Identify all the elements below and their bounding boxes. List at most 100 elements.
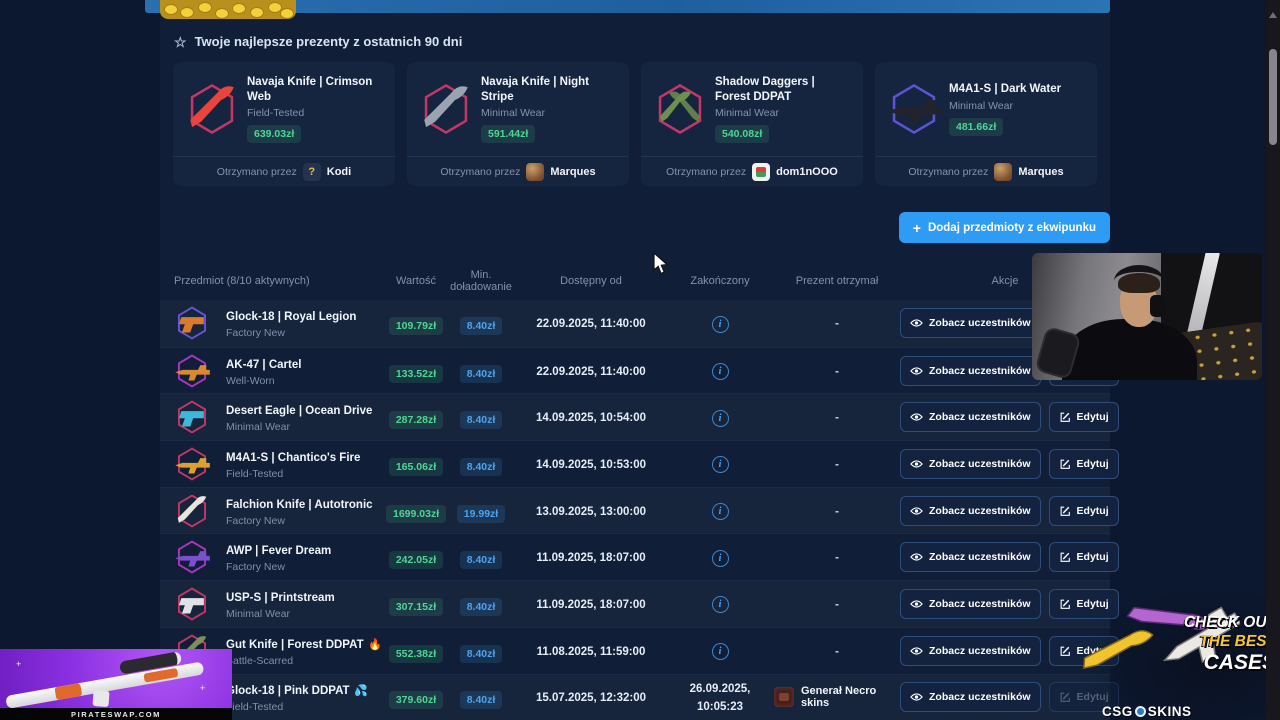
column-value: Wartość	[396, 275, 436, 287]
promo-banner-strip[interactable]	[145, 0, 1110, 13]
item-name: M4A1-S | Chantico's Fire	[226, 451, 361, 464]
received-by-label: Otrzymano przez	[440, 165, 521, 178]
item-value-badge: 287.28zł	[388, 411, 444, 430]
no-recipient-dash: -	[835, 410, 839, 425]
item-wear: Field-Tested	[226, 701, 284, 714]
item-wear: Minimal Wear	[715, 107, 779, 120]
recipient-name: Marques	[1018, 165, 1064, 178]
view-participants-button[interactable]: Zobacz uczestników	[900, 495, 1041, 526]
item-name: AWP | Fever Dream	[226, 545, 332, 558]
csgoskins-eye-icon	[1134, 706, 1146, 717]
view-participants-button[interactable]: Zobacz uczestników	[900, 542, 1041, 573]
info-icon[interactable]	[711, 643, 729, 661]
eye-icon	[910, 693, 923, 701]
min-topup-badge: 8.40zł	[459, 457, 503, 476]
view-participants-label: Zobacz uczestników	[929, 551, 1031, 564]
edit-button[interactable]: Edytuj	[1048, 402, 1119, 433]
info-icon[interactable]	[711, 549, 729, 567]
item-name: Navaja Knife | Crimson Web	[247, 75, 373, 103]
info-icon[interactable]	[711, 503, 729, 521]
item-image	[160, 304, 226, 342]
column-item: Przedmiot (8/10 aktywnych)	[174, 275, 310, 287]
available-from-date: 22.09.2025, 11:40:00	[536, 365, 646, 378]
promo-line-3: CASES	[1203, 651, 1276, 674]
item-name: Glock-18 | Royal Legion	[226, 311, 357, 324]
scrollbar-track[interactable]	[1266, 0, 1280, 720]
info-icon[interactable]	[711, 315, 729, 333]
best-gifts-title: ☆ Twoje najlepsze prezenty z ostatnich 9…	[174, 34, 462, 49]
pirateswap-ad-overlay: + + PIRATESWAP.COM	[0, 649, 232, 720]
view-participants-button[interactable]: Zobacz uczestników	[900, 635, 1041, 666]
item-name: Desert Eagle | Ocean Drive	[226, 405, 373, 418]
view-participants-button[interactable]: Zobacz uczestników	[900, 448, 1041, 479]
flame-emoji: 💦	[354, 685, 368, 698]
best-gifts-cards: Navaja Knife | Crimson Web Field-Tested …	[173, 62, 1097, 186]
edit-pencil-icon	[1060, 459, 1070, 469]
view-participants-label: Zobacz uczestników	[929, 317, 1031, 330]
item-image	[160, 492, 226, 530]
edit-button[interactable]: Edytuj	[1048, 448, 1119, 479]
info-icon[interactable]	[711, 596, 729, 614]
min-topup-badge: 8.40zł	[459, 644, 503, 663]
view-participants-button[interactable]: Zobacz uczestników	[900, 682, 1041, 713]
add-items-button[interactable]: + Dodaj przedmioty z ekwipunku	[898, 212, 1110, 243]
item-wear: Field-Tested	[247, 107, 305, 120]
item-value-badge: 133.52zł	[388, 364, 444, 383]
info-icon[interactable]	[711, 456, 729, 474]
received-by-label: Otrzymano przez	[666, 165, 747, 178]
column-ended: Zakończony	[690, 275, 750, 287]
table-row: AWP | Fever Dream Factory New 242.05zł 8…	[160, 533, 1119, 580]
available-from-date: 11.08.2025, 11:59:00	[536, 645, 646, 658]
item-wear: Minimal Wear	[226, 421, 290, 434]
scrollbar-thumb[interactable]	[1269, 49, 1277, 145]
item-wear: Minimal Wear	[226, 607, 290, 620]
available-from-date: 13.09.2025, 13:00:00	[536, 505, 646, 518]
item-image	[160, 538, 226, 576]
scrollbar-up-arrow[interactable]	[1269, 12, 1277, 18]
headphones-earcup	[1150, 295, 1165, 317]
view-participants-button[interactable]: Zobacz uczestników	[900, 588, 1041, 619]
eye-icon	[910, 460, 923, 468]
min-topup-badge: 8.40zł	[459, 364, 503, 383]
flame-emoji: 🔥	[368, 638, 382, 651]
best-gifts-title-text: Twoje najlepsze prezenty z ostatnich 90 …	[194, 34, 463, 49]
min-topup-badge: 8.40zł	[459, 317, 503, 336]
eye-icon	[910, 600, 923, 608]
item-wear: Factory New	[226, 514, 285, 527]
item-price-badge: 481.66zł	[949, 117, 1004, 136]
recipient-name: Marques	[550, 165, 596, 178]
item-image	[160, 398, 226, 436]
item-value-badge: 242.05zł	[388, 551, 444, 570]
promo-line-2: THE BEST	[1199, 632, 1276, 650]
edit-button[interactable]: Edytuj	[1048, 495, 1119, 526]
sparkle-icon: +	[200, 683, 206, 693]
recipient-avatar	[526, 162, 545, 181]
item-name: Gut Knife | Forest DDPAT	[226, 638, 364, 651]
view-participants-button[interactable]: Zobacz uczestników	[900, 402, 1041, 433]
item-name: Navaja Knife | Night Stripe	[481, 75, 590, 103]
edit-pencil-icon	[1060, 692, 1070, 703]
plus-icon: +	[912, 219, 921, 236]
table-row: M4A1-S | Chantico's Fire Field-Tested 16…	[160, 440, 1119, 487]
edit-pencil-icon	[1060, 599, 1070, 609]
item-name: Shadow Daggers | Forest DDPAT	[715, 75, 815, 103]
no-recipient-dash: -	[835, 316, 839, 331]
streamer-webcam-overlay	[1032, 253, 1262, 380]
cases-promo-overlay: CHECK OUT THE BEST CASES CSG SKINS	[1080, 585, 1280, 720]
item-wear: Minimal Wear	[481, 107, 545, 120]
view-participants-button[interactable]: Zobacz uczestników	[900, 308, 1041, 339]
recipient-name: Kodi	[326, 165, 352, 178]
item-wear: Factory New	[226, 327, 285, 340]
info-icon[interactable]	[711, 409, 729, 427]
eye-icon	[910, 553, 923, 561]
info-icon[interactable]	[711, 363, 729, 381]
edit-button-label: Edytuj	[1076, 551, 1109, 564]
edit-button[interactable]: Edytuj	[1048, 542, 1119, 573]
gift-card: M4A1-S | Dark Water Minimal Wear 481.66z…	[875, 62, 1097, 186]
item-name: Falchion Knife | Autotronic	[226, 498, 373, 511]
csgoskins-logo-left: CSG	[1102, 704, 1133, 719]
view-participants-button[interactable]: Zobacz uczestników	[900, 355, 1041, 386]
table-row: Glock-18 | Pink DDPAT 💦 Field-Tested 379…	[160, 673, 1119, 720]
item-image	[160, 445, 226, 483]
